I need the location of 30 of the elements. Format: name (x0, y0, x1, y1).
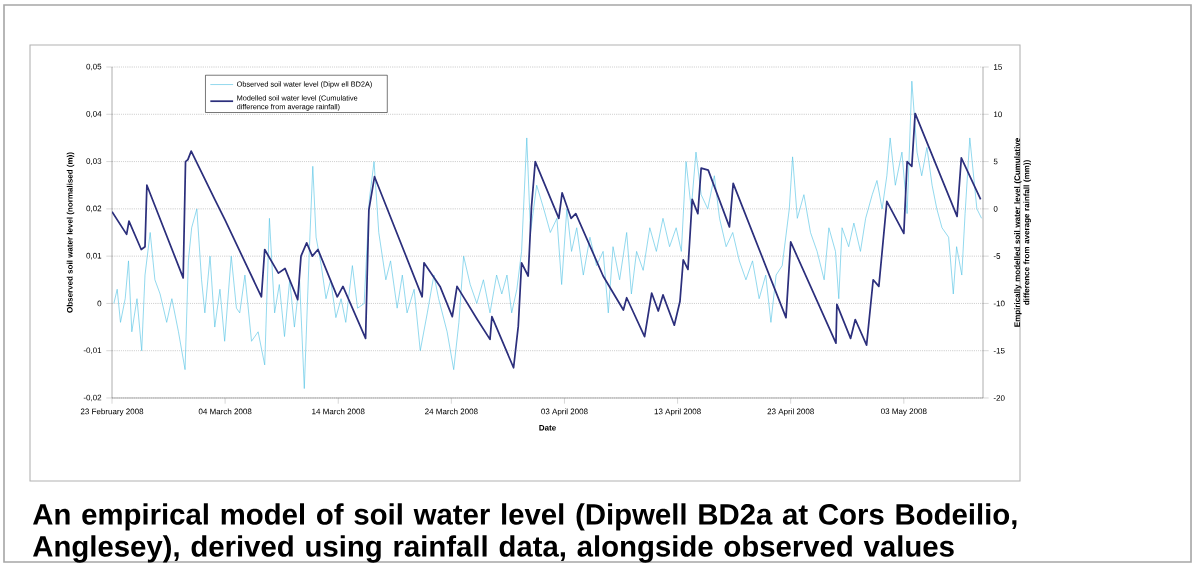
y-tick-label: 0,03 (86, 158, 102, 165)
x-tick-label: 23 February 2008 (80, 408, 144, 416)
x-tick-label: 14 March 2008 (312, 408, 365, 415)
y2-tick-label: -5 (993, 253, 1001, 259)
x-tick-label: 13 April 2008 (654, 408, 701, 416)
x-tick-label: 03 April 2008 (541, 408, 588, 416)
x-tick-label: 24 March 2008 (425, 408, 478, 415)
y2-tick-label: -20 (993, 395, 1005, 401)
y-axis-title: Observed soil water level (normalised (m)) (66, 152, 75, 313)
y2-tick-label: 0 (993, 206, 998, 212)
y2-axis-title: Empirically modelled soil water level (Cumulative difference from average rainfall (mm)) (1014, 138, 1031, 327)
x-tick-label: 04 March 2008 (198, 408, 252, 415)
y-tick-label: 0,05 (86, 63, 102, 71)
y-tick-label: 0,01 (86, 252, 102, 260)
y2-tick-label: 5 (993, 158, 998, 165)
text: An empirical model of soil water level (Dipwell BD2a at Cors Bodeilio, Anglesey), derived using rainfall data, alongside observed values (33, 503, 1017, 563)
y2-tick-label: -10 (993, 300, 1005, 307)
y2-tick-label: -15 (993, 347, 1005, 354)
x-tick-label: 03 May 2008 (881, 408, 927, 416)
x-tick-label: 23 April 2008 (767, 408, 814, 416)
y-tick-label: 0,04 (86, 110, 102, 118)
y-tick-label: -0,01 (83, 347, 102, 355)
line-series (113, 80, 982, 389)
y2-tick-label: 15 (994, 64, 1002, 70)
x-axis-title: Date (539, 425, 556, 431)
y2-tick-label: 10 (994, 111, 1002, 118)
y-tick-label: 0 (97, 300, 102, 307)
y-tick-label: -0,02 (83, 394, 102, 402)
line-series (112, 112, 982, 369)
y-tick-label: 0,02 (86, 205, 102, 213)
